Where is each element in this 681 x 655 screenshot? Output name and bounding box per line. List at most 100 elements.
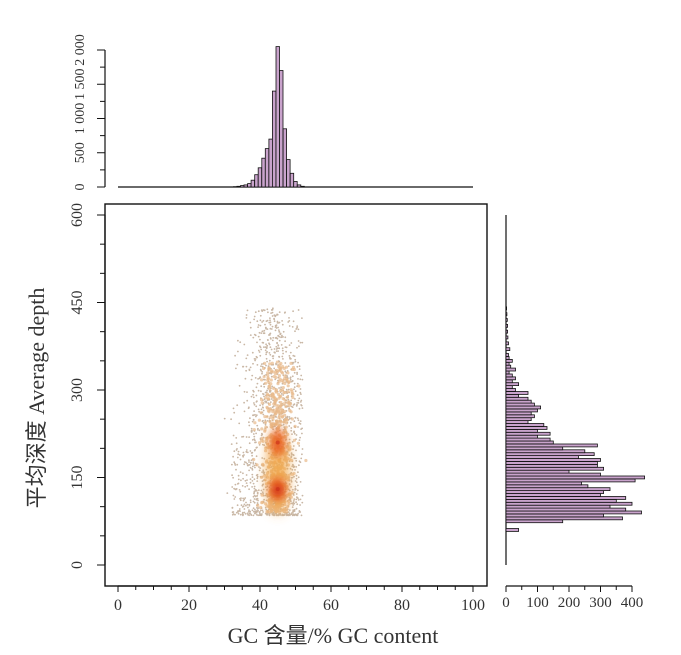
depth-histogram-bar <box>505 411 532 416</box>
scatter-point <box>264 439 269 443</box>
scatter-point <box>245 317 248 319</box>
scatter-point <box>269 332 272 335</box>
depth-histogram-bar <box>505 393 520 398</box>
scatter-point <box>282 420 286 424</box>
depth-histogram-bar <box>505 405 541 410</box>
scatter-point <box>271 415 275 419</box>
scatter-point <box>259 376 262 378</box>
scatter-point <box>256 364 259 366</box>
scatter-point <box>292 354 295 357</box>
depth-histogram-bar <box>505 318 508 322</box>
scatter-point <box>262 375 266 379</box>
scatter-point <box>265 320 268 323</box>
scatter-point <box>295 507 298 510</box>
scatter-point <box>298 445 301 447</box>
scatter-point <box>291 380 294 383</box>
scatter-point <box>301 432 303 435</box>
scatter-point <box>253 403 256 406</box>
scatter-point <box>287 511 290 513</box>
scatter-point <box>294 487 297 490</box>
scatter-point <box>291 326 294 328</box>
scatter-point <box>292 310 294 313</box>
scatter-point <box>259 319 262 322</box>
scatter-point <box>288 408 292 413</box>
scatter-point <box>254 439 256 442</box>
scatter-point <box>262 469 265 472</box>
scatter-point <box>259 512 261 515</box>
scatter-point <box>257 509 259 512</box>
scatter-point <box>251 486 254 488</box>
scatter-point <box>282 423 285 426</box>
scatter-point <box>250 427 253 430</box>
scatter-point <box>277 414 282 418</box>
scatter-point <box>240 504 243 507</box>
scatter-point <box>252 362 254 365</box>
scatter-point <box>257 335 260 338</box>
scatter-point <box>270 312 272 314</box>
scatter-point <box>239 513 242 516</box>
scatter-point <box>249 366 252 369</box>
scatter-point <box>277 322 280 324</box>
scatter-point <box>236 363 239 366</box>
scatter-point <box>261 500 265 504</box>
scatter-point <box>272 405 275 408</box>
scatter-point <box>296 503 299 506</box>
scatter-point <box>248 436 251 438</box>
depth-histogram-bar <box>505 353 509 357</box>
gc-histogram-bar <box>268 138 273 188</box>
scatter-point <box>256 503 260 508</box>
scatter-point <box>296 365 299 368</box>
scatter-point <box>293 386 296 389</box>
scatter-point <box>253 449 256 452</box>
depth-histogram-bar <box>505 481 582 486</box>
scatter-point <box>239 490 242 493</box>
scatter-point <box>238 454 241 456</box>
depth-histogram-bar <box>505 376 516 381</box>
scatter-point <box>253 402 255 404</box>
scatter-point <box>263 498 265 501</box>
depth-histogram-bar <box>505 388 516 392</box>
scatter-point <box>281 334 283 337</box>
scatter-point <box>299 498 302 501</box>
scatter-point <box>231 474 234 477</box>
depth-histogram-bar <box>505 490 604 494</box>
scatter-point <box>233 411 236 414</box>
scatter-point <box>254 413 256 416</box>
scatter-point <box>270 375 273 378</box>
depth-histogram-bar <box>505 507 627 512</box>
gc-histogram-y-axis: 0 500 1 000 1 500 2 000 <box>73 34 106 191</box>
scatter-point <box>230 443 233 445</box>
scatter-point <box>256 494 259 497</box>
scatter-point <box>280 393 283 395</box>
scatter-point <box>261 480 264 482</box>
scatter-point <box>231 507 234 509</box>
scatter-point <box>261 439 265 443</box>
depth-histogram-bar <box>505 472 601 477</box>
scatter-point <box>288 355 291 357</box>
scatter-point <box>264 378 266 381</box>
scatter-point <box>250 514 253 516</box>
scatter-point <box>265 468 268 471</box>
scatter-point <box>252 336 255 339</box>
scatter-point <box>280 409 284 413</box>
scatter-point <box>249 478 252 481</box>
scatter-point <box>274 370 278 374</box>
scatter-point <box>261 371 264 373</box>
depth-histogram-bar <box>505 367 516 372</box>
scatter-point <box>251 454 254 457</box>
scatter-point <box>245 474 248 476</box>
scatter-point <box>271 410 275 414</box>
scatter-point <box>256 341 258 344</box>
scatter-point <box>248 369 251 372</box>
scatter-point <box>299 378 302 381</box>
scatter-point <box>282 352 284 355</box>
scatter-point <box>301 501 304 504</box>
scatter-point <box>298 368 301 370</box>
scatter-point <box>278 329 280 331</box>
scatter-point <box>287 321 290 323</box>
scatter-point <box>259 324 262 327</box>
depth-histogram-bar <box>505 449 586 454</box>
scatter-point <box>295 493 298 495</box>
scatter-point <box>286 375 289 377</box>
scatter-point <box>267 368 271 372</box>
